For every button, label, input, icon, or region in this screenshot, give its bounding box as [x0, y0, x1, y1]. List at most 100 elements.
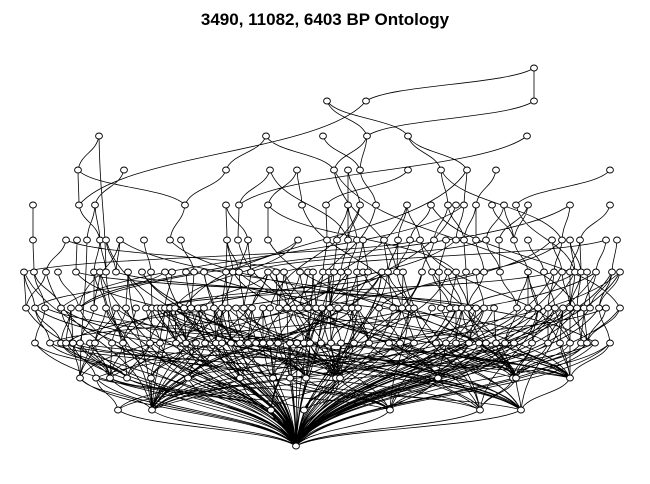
graph-node — [595, 304, 603, 312]
graph-node — [323, 236, 331, 244]
graph-node — [102, 268, 110, 276]
graph-node — [472, 304, 480, 312]
graph-node — [266, 304, 274, 312]
graph-node — [67, 304, 75, 312]
graph-node — [166, 236, 174, 244]
graph-node — [298, 201, 306, 209]
graph-node — [410, 339, 418, 347]
graph-node — [90, 304, 98, 312]
graph-node — [116, 236, 124, 244]
graph-node — [427, 201, 435, 209]
graph-node — [222, 201, 230, 209]
graph-node — [583, 339, 591, 347]
graph-node — [616, 304, 624, 312]
graph-node — [551, 304, 559, 312]
graph-node — [356, 166, 364, 174]
graph-node — [122, 304, 130, 312]
graph-node — [72, 268, 80, 276]
graph-node — [510, 236, 518, 244]
graph-node — [556, 339, 564, 347]
graph-node — [435, 268, 443, 276]
graph-node — [394, 236, 402, 244]
graph-node — [112, 304, 120, 312]
graph-node — [404, 166, 412, 174]
graph-node — [232, 304, 240, 312]
graph-node — [31, 304, 39, 312]
graph-node — [524, 236, 532, 244]
graph-node — [294, 236, 302, 244]
graph-node — [356, 201, 364, 209]
graph-node — [337, 268, 345, 276]
graph-node — [123, 374, 131, 382]
graph-node — [326, 304, 334, 312]
graph-node — [476, 406, 484, 414]
graph-node — [452, 339, 460, 347]
graph-node — [430, 236, 438, 244]
graph-node — [132, 304, 140, 312]
graph-node — [501, 339, 509, 347]
graph-node — [344, 236, 352, 244]
graph-node — [112, 268, 120, 276]
graph-node — [344, 166, 352, 174]
graph-node — [234, 236, 242, 244]
graph-nodes — [20, 64, 624, 450]
graph-node — [244, 339, 252, 347]
graph-node — [566, 339, 574, 347]
graph-node — [29, 236, 37, 244]
graph-node — [490, 304, 498, 312]
graph-node — [452, 236, 460, 244]
graph-node — [524, 304, 532, 312]
graph-node — [510, 339, 518, 347]
graph-node — [566, 201, 574, 209]
graph-node — [512, 374, 520, 382]
graph-node — [46, 339, 54, 347]
graph-node — [404, 132, 412, 140]
graph-node — [384, 268, 392, 276]
graph-node — [613, 236, 621, 244]
graph-node — [428, 268, 436, 276]
graph-node — [442, 339, 450, 347]
graph-node — [452, 268, 460, 276]
graph-node — [437, 166, 445, 174]
graph-node — [200, 304, 208, 312]
graph-node — [286, 374, 294, 382]
graph-node — [608, 268, 616, 276]
graph-node — [274, 339, 282, 347]
graph-node — [606, 339, 614, 347]
graph-node — [576, 236, 584, 244]
graph-node — [235, 268, 243, 276]
graph-node — [586, 304, 594, 312]
graph-node — [259, 339, 267, 347]
graph-node — [322, 201, 330, 209]
graph-node — [120, 166, 128, 174]
graph-node — [172, 339, 180, 347]
graph-node — [262, 132, 270, 140]
graph-node — [559, 304, 567, 312]
graph-node — [192, 339, 200, 347]
graph-node — [74, 166, 82, 174]
graph-node — [399, 268, 407, 276]
graph-node — [488, 201, 496, 209]
graph-node — [330, 268, 338, 276]
graph-node — [304, 304, 312, 312]
graph-node — [472, 236, 480, 244]
graph-node — [106, 374, 114, 382]
graph-node — [410, 304, 418, 312]
graph-node — [252, 339, 260, 347]
graph-node — [147, 268, 155, 276]
graph-node — [210, 304, 218, 312]
graph-node — [267, 406, 275, 414]
graph-node — [293, 339, 301, 347]
graph-node — [398, 304, 406, 312]
graph-node — [428, 304, 436, 312]
graph-node — [161, 268, 169, 276]
graph-node — [247, 268, 255, 276]
graph-node — [500, 201, 508, 209]
graph-node — [306, 339, 314, 347]
graph-node — [275, 304, 283, 312]
graph-node — [264, 201, 272, 209]
graph-node — [558, 236, 566, 244]
graph-node — [138, 268, 146, 276]
graph-node — [334, 304, 342, 312]
graph-node — [300, 406, 308, 414]
